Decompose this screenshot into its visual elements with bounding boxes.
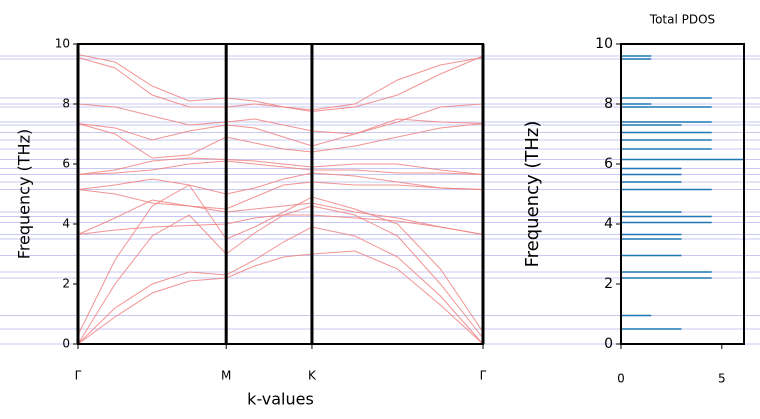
band-line (77, 123, 484, 159)
x-tick-label: 0 (617, 372, 625, 386)
band-line (77, 54, 484, 113)
y-axis-label: Frequency (THz) (15, 129, 34, 259)
x-tick-label: Γ (75, 369, 82, 383)
x-tick-label: K (308, 369, 317, 383)
band-line (77, 184, 484, 336)
y-tick-label: 4 (604, 216, 613, 232)
y-tick-label: 2 (62, 277, 70, 291)
y-tick-label: 8 (62, 97, 70, 111)
y-tick-label: 6 (604, 156, 613, 172)
reference-lines (0, 55, 760, 345)
y-tick-label: 10 (595, 36, 613, 52)
x-tick-label: M (221, 369, 231, 383)
band-line (77, 57, 484, 111)
band-line (77, 205, 484, 345)
y-tick-label: 0 (62, 337, 70, 351)
x-tick-label: Γ (480, 369, 487, 383)
band-line (77, 157, 484, 175)
band-line (77, 226, 484, 345)
y-tick-label: 10 (55, 37, 70, 51)
y-axis-label: Frequency (THz) (522, 121, 543, 268)
plot-frame (620, 43, 745, 345)
band-line (77, 103, 484, 135)
band-line (77, 160, 484, 175)
x-tick-label: 5 (718, 372, 726, 386)
band-line (77, 199, 484, 235)
y-tick-label: 2 (604, 276, 613, 292)
band-line (77, 250, 484, 345)
plots: Γ M K Γ 0 2 4 6 8 10 Frequency (THz) k-values 0 5 0 2 4 6… (15, 13, 745, 409)
band-line (77, 172, 484, 195)
x-axis-label: k-values (247, 390, 314, 409)
y-tick-label: 8 (604, 96, 613, 112)
plot-frame (77, 43, 484, 345)
band-line (77, 214, 484, 235)
band-line (77, 181, 484, 210)
y-tick-label: 0 (604, 336, 613, 352)
y-tick-label: 6 (62, 157, 70, 171)
chart-title: Total PDOS (649, 13, 715, 27)
y-tick-label: 4 (62, 217, 70, 231)
